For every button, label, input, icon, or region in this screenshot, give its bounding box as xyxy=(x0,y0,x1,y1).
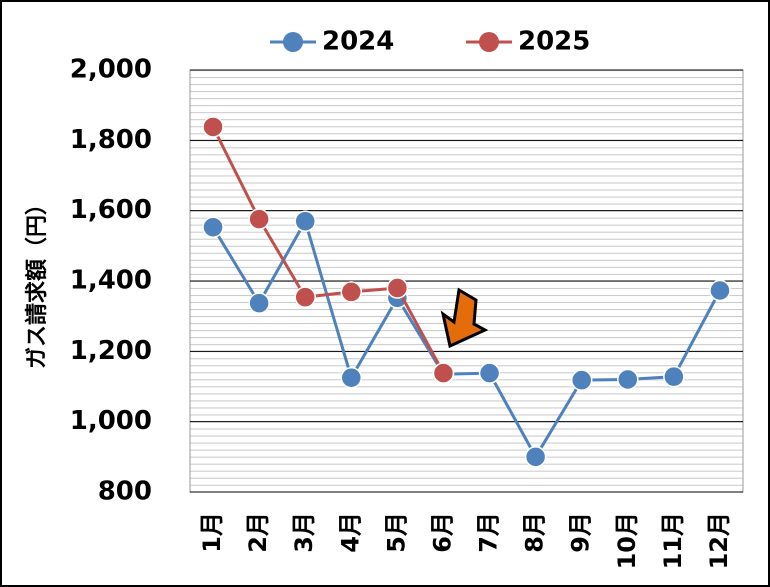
x-tick-label: 2月 xyxy=(244,512,272,553)
x-tick-label: 8月 xyxy=(521,512,549,553)
data-point xyxy=(663,365,685,388)
x-tick-label: 1月 xyxy=(198,512,226,553)
x-tick-label: 7月 xyxy=(475,512,503,553)
data-point xyxy=(294,286,316,308)
x-tick-label: 5月 xyxy=(382,512,410,553)
y-tick-label: 1,800 xyxy=(70,125,152,155)
data-point xyxy=(202,216,224,238)
x-tick-label: 10月 xyxy=(613,512,641,569)
y-tick-label: 2,000 xyxy=(70,55,152,85)
x-tick-label: 9月 xyxy=(567,512,595,553)
x-tick-label: 3月 xyxy=(290,512,318,553)
arrow-annotation xyxy=(440,287,489,349)
legend-label: 2025 xyxy=(518,27,590,57)
x-tick-label: 12月 xyxy=(705,512,733,569)
x-tick-label: 6月 xyxy=(428,512,456,553)
y-axis-label: ガス請求額（円） xyxy=(24,193,50,369)
y-tick-label: 800 xyxy=(98,477,152,507)
data-point xyxy=(294,210,316,232)
y-tick-label: 1,200 xyxy=(70,336,152,366)
data-point xyxy=(617,368,639,391)
x-tick-label: 4月 xyxy=(336,512,364,553)
y-tick-label: 1,600 xyxy=(70,195,152,225)
data-point xyxy=(340,366,363,389)
data-point xyxy=(248,292,270,314)
y-tick-label: 1,400 xyxy=(70,266,152,296)
data-point xyxy=(248,208,270,230)
data-point xyxy=(202,116,224,138)
data-point xyxy=(570,369,593,391)
data-point xyxy=(709,279,731,302)
series-line xyxy=(211,126,445,374)
data-point xyxy=(432,362,455,384)
data-point xyxy=(340,281,363,303)
data-point xyxy=(524,446,547,468)
legend-marker xyxy=(283,32,303,52)
x-tick-label: 11月 xyxy=(659,512,687,569)
y-tick-label: 1,000 xyxy=(70,406,152,436)
data-point xyxy=(478,362,501,384)
data-point xyxy=(386,277,409,299)
legend-marker xyxy=(479,32,499,52)
legend-label: 2024 xyxy=(322,27,394,57)
